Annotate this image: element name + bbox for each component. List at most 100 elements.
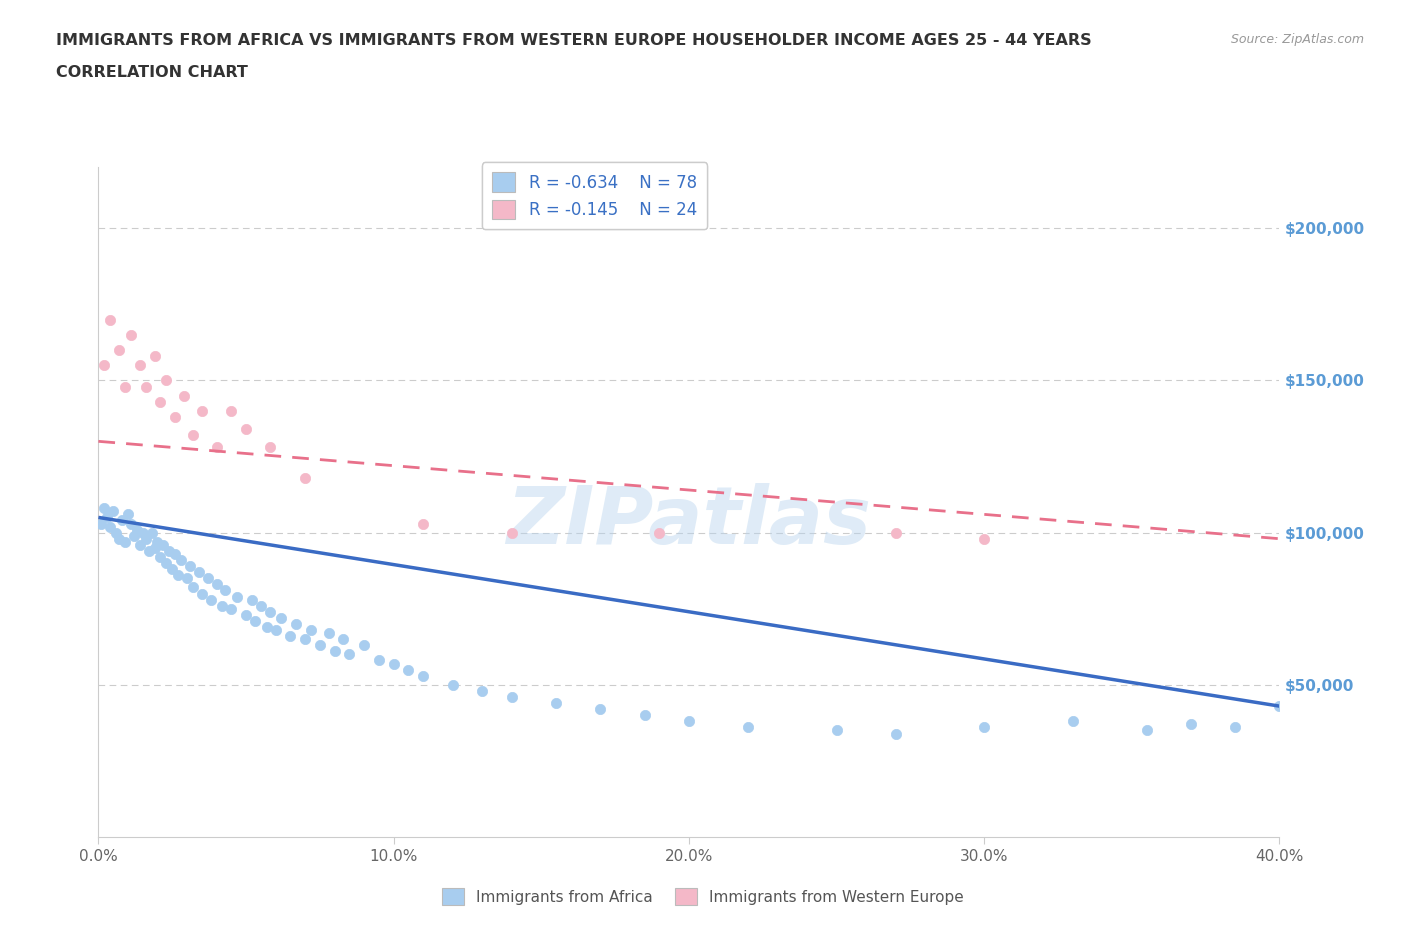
Point xyxy=(1062,714,1084,729)
Point xyxy=(138,543,160,558)
Point xyxy=(278,629,302,644)
Point xyxy=(678,714,700,729)
Point xyxy=(264,622,287,637)
Text: ZIPatlas: ZIPatlas xyxy=(506,484,872,562)
Point xyxy=(146,535,169,550)
Point xyxy=(132,525,155,540)
Point xyxy=(214,583,236,598)
Point xyxy=(114,535,136,550)
Point xyxy=(149,394,172,409)
Point xyxy=(973,720,995,735)
Point xyxy=(412,669,434,684)
Point xyxy=(120,327,142,342)
Point xyxy=(105,525,128,540)
Point xyxy=(737,720,759,735)
Point xyxy=(471,684,494,698)
Point xyxy=(149,550,172,565)
Point xyxy=(200,592,222,607)
Point xyxy=(108,342,131,357)
Text: CORRELATION CHART: CORRELATION CHART xyxy=(56,65,247,80)
Point xyxy=(589,702,612,717)
Point xyxy=(191,404,214,418)
Point xyxy=(181,428,204,443)
Point xyxy=(318,626,340,641)
Point xyxy=(162,562,183,577)
Point xyxy=(1135,723,1157,737)
Point xyxy=(135,379,157,394)
Point xyxy=(120,516,142,531)
Point xyxy=(235,607,257,622)
Point xyxy=(93,501,115,516)
Point xyxy=(205,440,228,455)
Text: Source: ZipAtlas.com: Source: ZipAtlas.com xyxy=(1230,33,1364,46)
Point xyxy=(93,358,115,373)
Point xyxy=(197,571,219,586)
Point xyxy=(221,602,243,617)
Point xyxy=(173,388,195,403)
Point xyxy=(98,519,121,534)
Point xyxy=(294,631,316,646)
Point xyxy=(117,507,139,522)
Point xyxy=(259,440,281,455)
Point xyxy=(122,528,145,543)
Point xyxy=(125,522,148,537)
Point xyxy=(633,708,655,723)
Point xyxy=(135,531,157,546)
Point xyxy=(243,614,266,629)
Point xyxy=(259,604,281,619)
Point xyxy=(211,598,233,613)
Point xyxy=(270,610,292,625)
Point xyxy=(382,656,405,671)
Point xyxy=(285,617,308,631)
Point xyxy=(368,653,391,668)
Point xyxy=(884,525,907,540)
Point xyxy=(205,577,228,591)
Point xyxy=(170,552,193,567)
Legend: Immigrants from Africa, Immigrants from Western Europe: Immigrants from Africa, Immigrants from … xyxy=(434,880,972,913)
Point xyxy=(155,555,177,570)
Point xyxy=(179,559,201,574)
Point xyxy=(128,538,150,552)
Point xyxy=(157,543,180,558)
Point xyxy=(191,586,214,601)
Point xyxy=(96,510,118,525)
Point xyxy=(128,358,150,373)
Point xyxy=(1268,698,1291,713)
Legend: R = -0.634    N = 78, R = -0.145    N = 24: R = -0.634 N = 78, R = -0.145 N = 24 xyxy=(482,163,707,229)
Text: IMMIGRANTS FROM AFRICA VS IMMIGRANTS FROM WESTERN EUROPE HOUSEHOLDER INCOME AGES: IMMIGRANTS FROM AFRICA VS IMMIGRANTS FRO… xyxy=(56,33,1092,47)
Point xyxy=(152,538,174,552)
Point xyxy=(973,531,995,546)
Point xyxy=(250,598,273,613)
Point xyxy=(143,349,166,364)
Point xyxy=(441,677,464,692)
Point xyxy=(141,525,163,540)
Point xyxy=(299,622,322,637)
Point xyxy=(501,525,523,540)
Point xyxy=(825,723,848,737)
Point xyxy=(353,638,375,653)
Point xyxy=(235,421,257,436)
Point xyxy=(176,571,198,586)
Point xyxy=(309,638,332,653)
Point xyxy=(155,373,177,388)
Point xyxy=(648,525,671,540)
Point xyxy=(339,647,360,662)
Point xyxy=(501,689,523,704)
Point xyxy=(111,513,134,528)
Point xyxy=(1223,720,1246,735)
Point xyxy=(165,409,187,424)
Point xyxy=(412,516,434,531)
Point xyxy=(165,547,187,562)
Point xyxy=(103,504,125,519)
Point xyxy=(546,696,568,711)
Point xyxy=(98,312,121,327)
Point xyxy=(396,662,419,677)
Point xyxy=(167,568,190,583)
Point xyxy=(332,631,354,646)
Point xyxy=(884,726,907,741)
Point xyxy=(108,531,131,546)
Point xyxy=(114,379,136,394)
Point xyxy=(181,580,204,595)
Point xyxy=(256,619,278,634)
Point xyxy=(221,404,243,418)
